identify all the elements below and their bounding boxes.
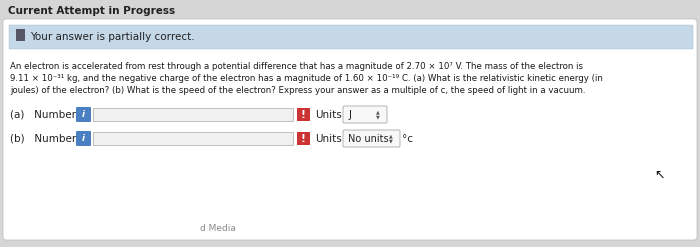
Text: i: i [81, 134, 85, 143]
Text: Units: Units [315, 133, 342, 144]
Text: Your answer is partially correct.: Your answer is partially correct. [30, 32, 195, 42]
FancyBboxPatch shape [343, 106, 387, 123]
Text: d Media: d Media [200, 224, 236, 232]
Text: !: ! [300, 133, 305, 144]
FancyBboxPatch shape [3, 19, 697, 240]
FancyBboxPatch shape [16, 29, 25, 41]
Text: J: J [349, 109, 352, 120]
Text: ▼: ▼ [376, 115, 380, 120]
Text: !: ! [300, 109, 305, 120]
FancyBboxPatch shape [76, 131, 91, 146]
Bar [297, 132, 310, 145]
Text: Units: Units [315, 109, 342, 120]
FancyBboxPatch shape [76, 107, 91, 122]
Bar [297, 108, 310, 121]
Text: ▲: ▲ [376, 109, 380, 115]
Bar [93, 132, 293, 145]
Text: (b)   Number: (b) Number [10, 133, 76, 143]
Text: ↖: ↖ [654, 168, 665, 182]
Text: ▲: ▲ [389, 133, 393, 139]
Text: °c: °c [402, 133, 413, 144]
Text: 9.11 × 10⁻³¹ kg, and the negative charge of the electron has a magnitude of 1.60: 9.11 × 10⁻³¹ kg, and the negative charge… [10, 74, 603, 83]
FancyBboxPatch shape [9, 25, 693, 49]
Text: An electron is accelerated from rest through a potential difference that has a m: An electron is accelerated from rest thr… [10, 62, 583, 71]
Text: (a)   Number: (a) Number [10, 109, 76, 119]
Text: Current Attempt in Progress: Current Attempt in Progress [8, 6, 175, 16]
Text: ▼: ▼ [389, 139, 393, 144]
FancyBboxPatch shape [343, 130, 400, 147]
Text: i: i [81, 110, 85, 119]
Text: No units: No units [348, 133, 388, 144]
Text: joules) of the electron? (b) What is the speed of the electron? Express your ans: joules) of the electron? (b) What is the… [10, 86, 585, 95]
Bar [93, 108, 293, 121]
